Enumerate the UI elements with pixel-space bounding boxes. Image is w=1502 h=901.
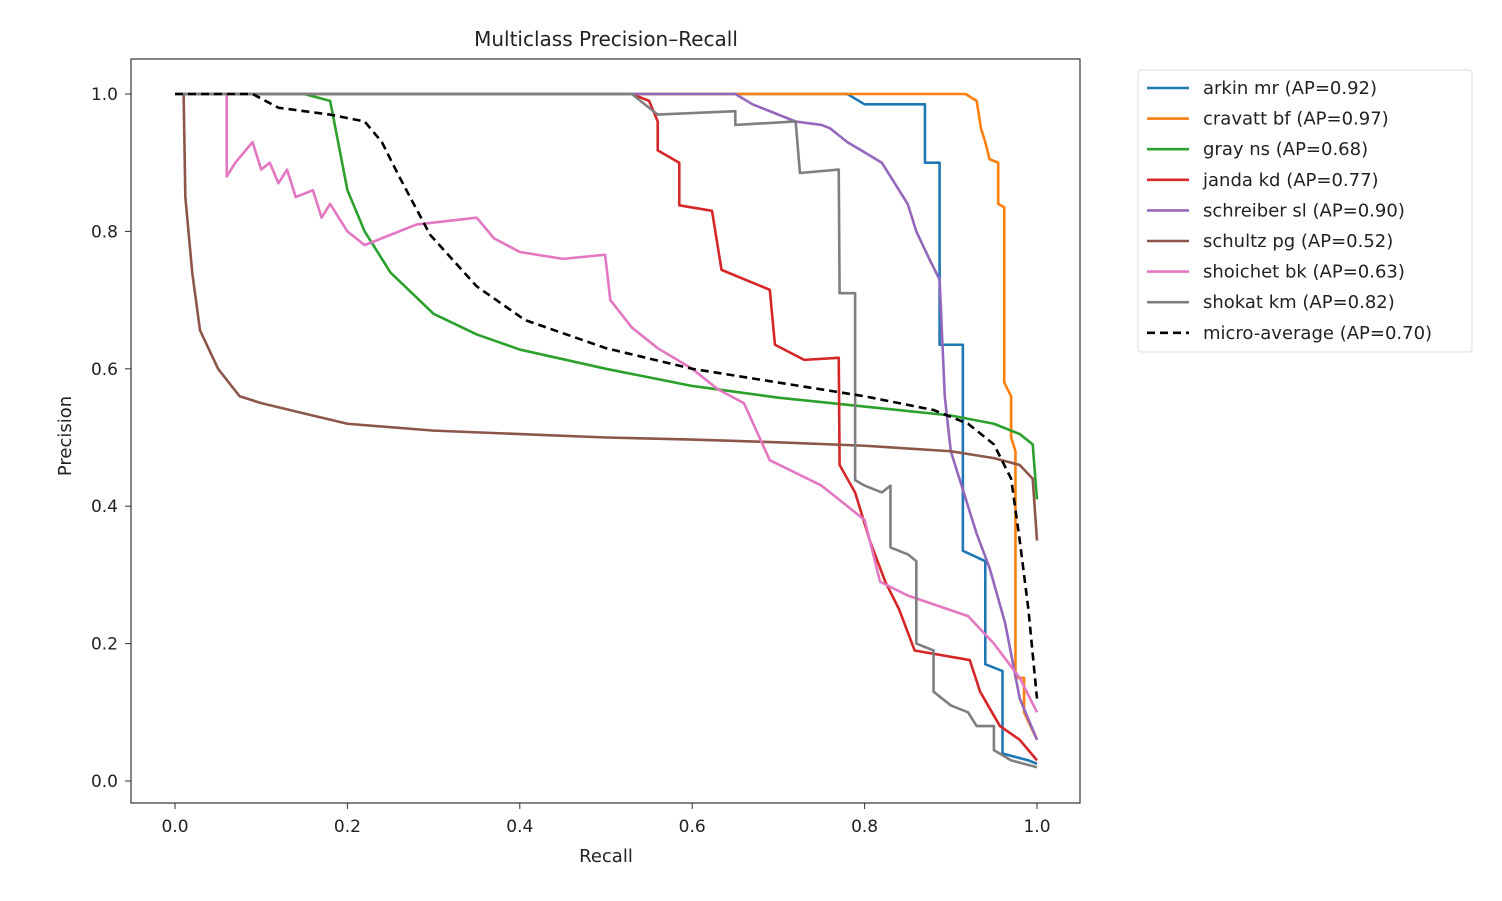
legend-label: schreiber sl (AP=0.90) [1203, 200, 1405, 221]
y-tick-label: 0.8 [91, 222, 118, 242]
series-line-micro-average [175, 92, 1039, 699]
chart-title: Multiclass Precision–Recall [474, 27, 738, 51]
y-axis-label: Precision [55, 396, 76, 476]
y-tick-label: 0.6 [91, 360, 118, 380]
series-lines [175, 92, 1039, 769]
x-tick-label: 0.4 [506, 817, 533, 837]
plot-frame [130, 58, 1081, 804]
y-tick-label: 0.2 [91, 635, 118, 655]
x-tick-label: 0.2 [334, 817, 361, 837]
y-tick-label: 1.0 [91, 85, 118, 105]
legend-label: arkin mr (AP=0.92) [1203, 78, 1377, 99]
series-line-shoichet-bk [225, 94, 1039, 713]
legend-label: shokat km (AP=0.82) [1203, 292, 1395, 313]
x-tick-label: 0.0 [161, 817, 188, 837]
legend-label: schultz pg (AP=0.52) [1203, 231, 1393, 252]
legend-label: micro-average (AP=0.70) [1203, 323, 1432, 344]
series-line-schreiber-sl [175, 92, 1039, 741]
y-tick-label: 0.4 [91, 497, 118, 517]
y-tick-label: 0.0 [91, 772, 118, 792]
series-line-arkin-mr [175, 92, 1038, 766]
legend-label: gray ns (AP=0.68) [1203, 139, 1368, 160]
series-line-gray-ns [303, 92, 1039, 500]
x-tick-label: 0.6 [679, 817, 706, 837]
legend-label: janda kd (AP=0.77) [1202, 170, 1379, 191]
series-line-schultz-pg [182, 93, 1039, 541]
x-tick-label: 0.8 [851, 817, 878, 837]
x-axis-label: Recall [579, 846, 633, 867]
axis-ticks: 0.0 0.2 0.4 0.6 0.8 1.0 0.0 0.2 0.4 0.6 0.8 1.0 [91, 85, 1051, 837]
series-line-shokat-km [175, 92, 1038, 769]
series-line-cravatt-bf [175, 92, 1039, 741]
legend: arkin mr (AP=0.92) cravatt bf (AP=0.97) gr… [1137, 69, 1473, 353]
legend-label: shoichet bk (AP=0.63) [1203, 262, 1405, 283]
legend-label: cravatt bf (AP=0.97) [1203, 109, 1389, 130]
series-line-janda-kd [631, 92, 1038, 762]
legend-box [1137, 69, 1473, 353]
x-tick-label: 1.0 [1023, 817, 1050, 837]
